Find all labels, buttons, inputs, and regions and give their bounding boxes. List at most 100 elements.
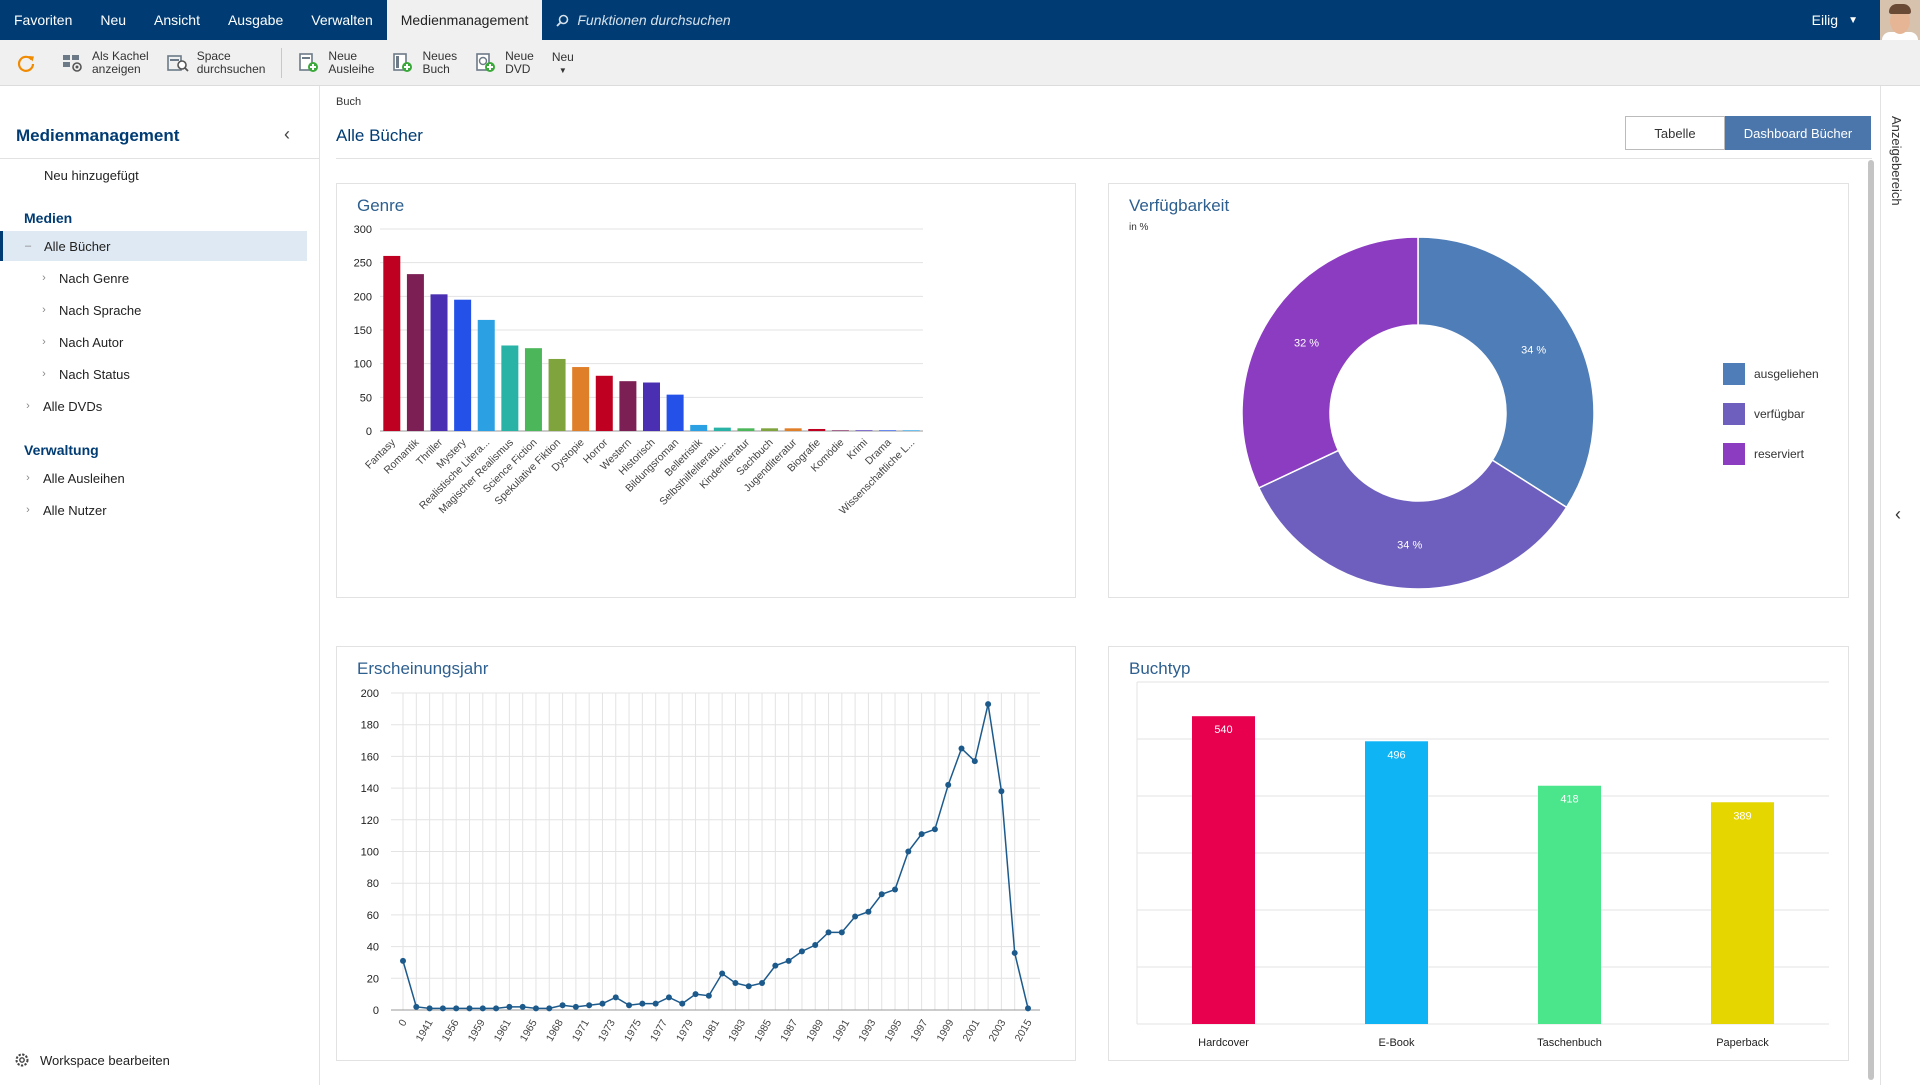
sidebar-title: Medienmanagement (16, 126, 180, 145)
display-area-tab[interactable]: Anzeigebereich (1889, 116, 1904, 206)
new-loan-label-2: Ausleihe (328, 61, 375, 76)
x-tick-label: 1971 (570, 1017, 592, 1043)
x-tick-label: 2003 (986, 1017, 1008, 1043)
bar (572, 367, 590, 431)
availability-chart-subtitle: in % (1129, 222, 1149, 233)
sidebar-item-by-language[interactable]: › Nach Sprache (0, 295, 307, 325)
space-search-button[interactable]: Space durchsuchen (166, 49, 265, 76)
donut-slice (1417, 236, 1595, 509)
avatar[interactable] (1880, 0, 1920, 40)
sidebar-item-all-books[interactable]: – Alle Bücher (0, 231, 307, 261)
y-tick-label: 300 (354, 224, 372, 236)
publication-year-line-chart: 0 20 40 60 80 100 120 140 160 180 200 0 1941 1956 1959… (361, 688, 1040, 1044)
bar (902, 430, 920, 431)
nav-ausgabe[interactable]: Ausgabe (227, 12, 284, 28)
bar (879, 430, 897, 431)
table-view-button[interactable]: Tabelle (1625, 116, 1725, 150)
legend-item-verfuegbar[interactable]: verfügbar (1723, 403, 1805, 425)
chevron-right-icon[interactable]: › (42, 272, 46, 284)
bar (808, 428, 826, 431)
data-point (705, 992, 712, 999)
x-tick-label: 1965 (518, 1017, 540, 1043)
legend-item-reserviert[interactable]: reserviert (1723, 443, 1804, 465)
sidebar-divider (0, 158, 320, 159)
bar (1711, 802, 1774, 1024)
chevron-right-icon[interactable]: › (26, 472, 30, 484)
x-tick-label: 1993 (856, 1017, 878, 1043)
data-point (905, 848, 912, 855)
refresh-button[interactable] (16, 53, 44, 73)
sidebar-item-all-dvds[interactable]: › Alle DVDs (0, 391, 307, 421)
x-tick-label: 2015 (1013, 1017, 1035, 1043)
sidebar-item-by-genre[interactable]: › Nach Genre (0, 263, 307, 293)
bar-value-label: 496 (1387, 749, 1405, 761)
data-point (865, 908, 872, 915)
breadcrumb[interactable]: Buch (336, 96, 362, 108)
chevron-right-icon[interactable]: › (42, 304, 46, 316)
series-line (402, 703, 1029, 1010)
publication-year-chart-title: Erscheinungsjahr (357, 659, 489, 678)
nav-favoriten[interactable]: Favoriten (14, 12, 73, 28)
data-point (719, 970, 726, 977)
data-point (838, 929, 845, 936)
new-book-button[interactable]: Neues Buch (392, 49, 457, 76)
data-point (745, 983, 752, 990)
dashboard-view-button[interactable]: Dashboard Bücher (1725, 116, 1871, 150)
collapse-icon[interactable]: – (24, 240, 32, 252)
x-tick-label: 1961 (492, 1017, 514, 1043)
sidebar-item-label: Alle Nutzer (43, 502, 107, 518)
data-point (931, 826, 938, 833)
legend-label: verfügbar (1754, 407, 1805, 421)
bar (737, 428, 755, 431)
chevron-right-icon[interactable]: › (26, 400, 30, 412)
tile-view-label-1: Als Kachel (92, 48, 149, 63)
sidebar-item-by-status[interactable]: › Nach Status (0, 359, 307, 389)
new-loan-button[interactable]: Neue Ausleihe (298, 49, 375, 76)
bar (501, 345, 519, 431)
collapse-sidebar-icon[interactable]: ‹ (284, 124, 290, 144)
data-point (878, 891, 885, 898)
tile-view-label-2: anzeigen (92, 61, 141, 76)
data-point (665, 994, 672, 1001)
vertical-scrollbar[interactable] (1868, 160, 1874, 1080)
new-dvd-button[interactable]: Neue DVD (475, 49, 534, 76)
data-point (546, 1005, 553, 1012)
genre-chart-title: Genre (357, 196, 405, 215)
sidebar-item-all-users[interactable]: › Alle Nutzer (0, 495, 307, 525)
x-tick-label: 1975 (622, 1017, 644, 1043)
book-type-bar-chart: 540 Hardcover 496 E-Book 418 Taschenbuch 389 Pa… (1136, 681, 1829, 1049)
data-point (985, 701, 992, 708)
data-point (400, 957, 406, 964)
x-tick-label: 2001 (960, 1017, 982, 1043)
nav-verwalten[interactable]: Verwalten (311, 12, 373, 28)
new-more-dropdown[interactable]: Neu ▼ (552, 50, 574, 75)
y-tick-label: 140 (361, 783, 379, 795)
chevron-right-icon[interactable]: › (42, 368, 46, 380)
sidebar-item-by-author[interactable]: › Nach Autor (0, 327, 307, 357)
data-point (918, 831, 925, 838)
availability-donut-chart: 34 % 34 % 32 % (1241, 236, 1595, 590)
sidebar-item-new-added[interactable]: Neu hinzugefügt (0, 160, 307, 190)
tile-view-button[interactable]: Als Kachel anzeigen (62, 48, 149, 76)
new-dvd-label-2: DVD (505, 61, 531, 76)
user-menu[interactable]: Eilig ▼ (1812, 0, 1880, 40)
search-placeholder: Funktionen durchsuchen (577, 12, 731, 28)
sidebar-item-all-loans[interactable]: › Alle Ausleihen (0, 463, 307, 493)
availability-chart-panel: 34 % 34 % 32 % Verfügbarkeit in % ausgelie… (1108, 183, 1849, 598)
data-point (439, 1005, 446, 1012)
sidebar-item-label: Nach Status (59, 366, 130, 382)
data-point (1025, 1005, 1031, 1012)
chevron-right-icon[interactable]: › (42, 336, 46, 348)
nav-ansicht[interactable]: Ansicht (154, 12, 200, 28)
top-navigation: Favoriten Neu Ansicht Ausgabe Verwalten … (0, 0, 1920, 40)
nav-neu[interactable]: Neu (100, 12, 127, 28)
chevron-right-icon[interactable]: › (26, 504, 30, 516)
data-point (639, 1000, 646, 1007)
y-tick-label: 100 (354, 359, 372, 371)
edit-workspace-button[interactable]: Workspace bearbeiten (14, 1052, 170, 1068)
function-search[interactable]: Funktionen durchsuchen (542, 0, 1142, 40)
nav-medienmanagement[interactable]: Medienmanagement (386, 0, 543, 40)
legend-item-ausgeliehen[interactable]: ausgeliehen (1723, 363, 1819, 385)
bar (713, 427, 731, 431)
expand-panel-icon[interactable]: ‹ (1895, 504, 1901, 524)
